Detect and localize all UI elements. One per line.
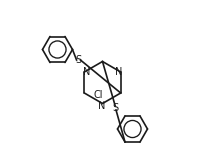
Text: Cl: Cl <box>93 90 103 99</box>
Text: S: S <box>76 55 82 65</box>
Text: S: S <box>112 103 118 113</box>
Text: N: N <box>98 101 106 111</box>
Text: N: N <box>115 67 122 76</box>
Text: N: N <box>83 67 90 76</box>
